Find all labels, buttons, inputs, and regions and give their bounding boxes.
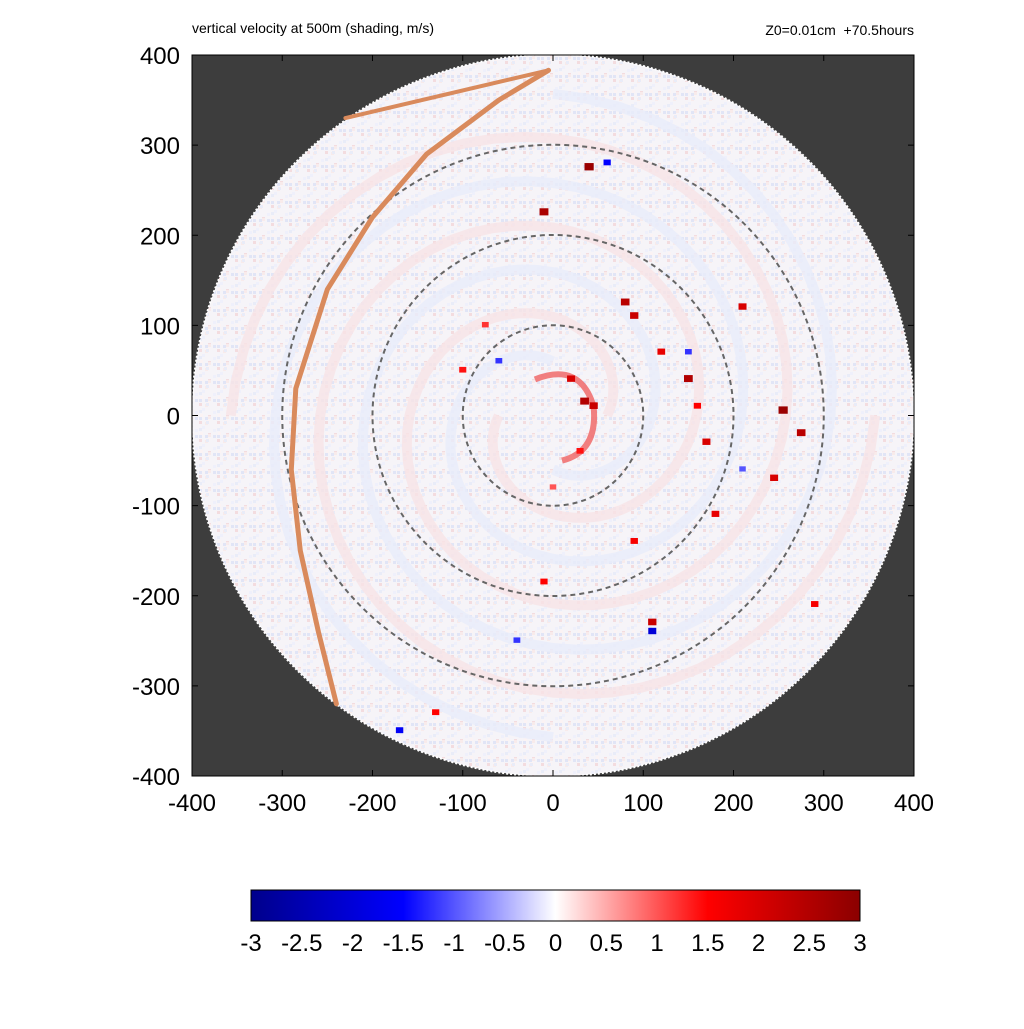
updraft-cell — [684, 375, 693, 383]
chart-title: vertical velocity at 500m (shading, m/s) — [192, 20, 434, 36]
colorbar-tick-label: -0.5 — [484, 930, 525, 957]
downdraft-cell — [739, 466, 746, 472]
updraft-cell — [580, 397, 589, 405]
colorbar-tick-label: 0 — [549, 930, 562, 957]
downdraft-cell — [395, 727, 404, 734]
velocity-field — [192, 54, 914, 777]
colorbar-gradient — [250, 889, 861, 922]
updraft-cell — [702, 438, 711, 445]
spiral-band — [268, 176, 749, 743]
downdraft-cell — [495, 358, 503, 364]
plot-area — [191, 53, 915, 778]
colorbar-tick-label: -2 — [342, 930, 363, 957]
colorbar-tick-label: -1.5 — [383, 930, 424, 957]
y-tick-label: -200 — [132, 584, 180, 611]
updraft-cell — [620, 298, 630, 306]
x-tick-label: -100 — [439, 790, 487, 817]
updraft-cell — [630, 537, 638, 544]
downdraft-cell — [513, 637, 521, 643]
y-tick-label: -100 — [132, 494, 180, 521]
colorbar-tick-label: 2 — [752, 930, 765, 957]
y-tick-label: -400 — [132, 764, 180, 791]
updraft-cell — [811, 601, 819, 607]
colorbar-tick-label: 0.5 — [590, 930, 623, 957]
colorbar-tick-label: 1.5 — [691, 930, 724, 957]
downdraft-cell — [684, 349, 692, 355]
spiral-band — [313, 220, 881, 700]
range-ring-300 — [281, 143, 825, 688]
colorbar-tick-label: -2.5 — [281, 930, 322, 957]
run-info-label: Z0=0.01cm +70.5hours — [765, 22, 914, 38]
updraft-cell — [567, 375, 576, 382]
x-tick-label: 0 — [546, 790, 559, 817]
updraft-cell — [481, 321, 489, 328]
updraft-cell — [711, 510, 720, 517]
updraft-cell — [576, 448, 584, 454]
axes: -400 -300 -200 -100 0 100 200 300 400 -400 -300 -20… — [132, 43, 934, 817]
updraft-cell — [539, 208, 549, 216]
updraft-cell — [738, 303, 747, 310]
updraft-cell — [459, 366, 467, 373]
colorbar-tick-label: 1 — [650, 930, 663, 957]
x-tick-label: 400 — [894, 790, 934, 817]
downdraft-cell — [648, 627, 657, 635]
spiral-band — [225, 131, 793, 611]
updraft-cell — [693, 402, 702, 409]
x-tick-label: -300 — [258, 790, 306, 817]
updraft-cell — [648, 618, 657, 626]
updraft-cell — [432, 709, 440, 716]
colorbar-tick-label: -3 — [240, 930, 261, 957]
domain-texture — [192, 54, 914, 777]
downdraft-cell — [603, 159, 611, 166]
colorbar: -3 -2.5 -2 -1.5 -1 -0.5 0 0.5 1 1.5 2 2.5 3 — [240, 889, 867, 957]
trajectory-line — [288, 67, 551, 707]
updraft-cell — [589, 402, 598, 409]
y-tick-label: 0 — [167, 404, 180, 431]
updraft-cell — [770, 474, 779, 481]
y-tick-label: 300 — [140, 133, 180, 160]
colorbar-tick-label: 2.5 — [793, 930, 826, 957]
x-tick-label: 100 — [623, 790, 663, 817]
updraft-cell — [540, 578, 548, 585]
colorbar-tick-label: 3 — [853, 930, 866, 957]
updraft-cell — [657, 348, 666, 355]
updraft-cell — [778, 406, 788, 414]
x-tick-label: -200 — [348, 790, 396, 817]
range-ring-100 — [461, 324, 645, 507]
updraft-cell — [796, 429, 806, 437]
updraft-cell — [584, 163, 594, 171]
updraft-cell — [549, 484, 557, 490]
y-tick-label: 100 — [140, 313, 180, 340]
updraft-cell — [630, 312, 639, 319]
y-tick-label: 400 — [140, 43, 180, 70]
x-tick-label: 200 — [713, 790, 753, 817]
colorbar-tick-label: -1 — [443, 930, 464, 957]
x-tick-label: 300 — [804, 790, 844, 817]
trajectory-branch — [343, 68, 551, 121]
y-tick-label: 200 — [140, 223, 180, 250]
y-tick-label: -300 — [132, 674, 180, 701]
x-tick-label: -400 — [168, 790, 216, 817]
spiral-band — [357, 88, 838, 655]
range-ring-200 — [371, 234, 735, 597]
